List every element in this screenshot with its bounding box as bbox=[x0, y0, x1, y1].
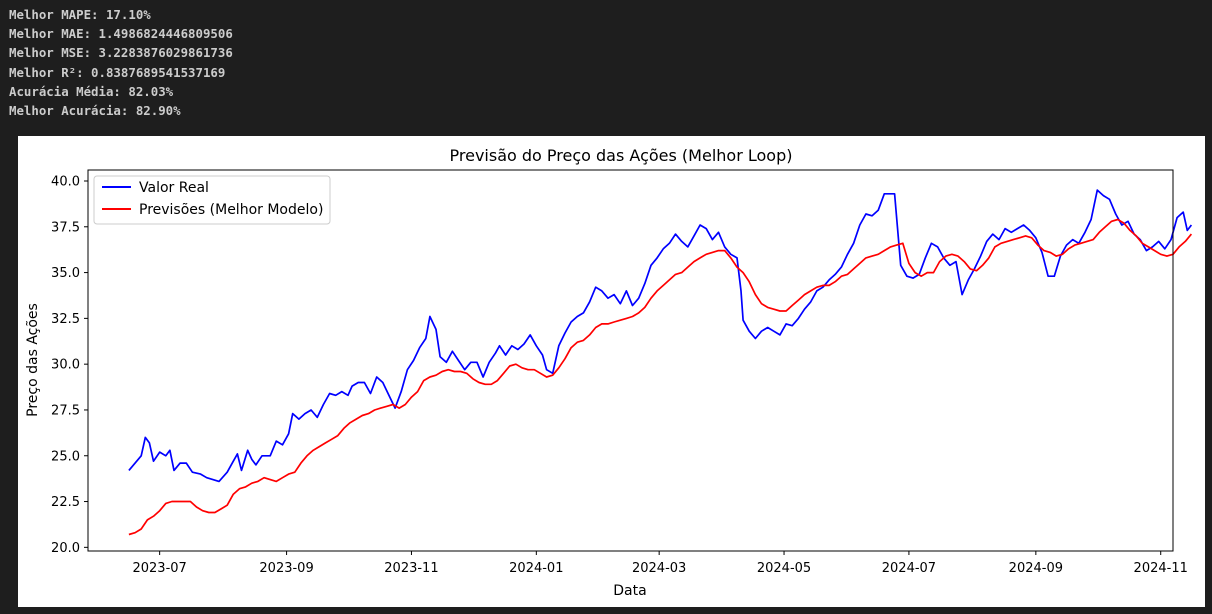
metric-mape: Melhor MAPE: 17.10% bbox=[9, 7, 151, 22]
x-tick-label: 2023-09 bbox=[259, 561, 313, 576]
x-tick-label: 2023-11 bbox=[384, 561, 438, 576]
x-tick-label: 2024-03 bbox=[632, 561, 686, 576]
metric-mae: Melhor MAE: 1.4986824446809506 bbox=[9, 26, 233, 42]
console-output: Melhor MAPE: 17.10% Melhor MAE: 1.498682… bbox=[9, 5, 233, 120]
legend-label-valor-real: Valor Real bbox=[139, 180, 209, 196]
series-line-previsoes bbox=[128, 218, 1193, 536]
series-line-valor-real bbox=[128, 189, 1193, 483]
x-axis-label: Data bbox=[613, 583, 646, 599]
x-tick-label: 2024-09 bbox=[1009, 561, 1063, 576]
series-layer bbox=[128, 189, 1193, 536]
legend-box bbox=[93, 175, 331, 225]
y-tick-label: 35.0 bbox=[51, 266, 80, 281]
legend: Valor Real Previsões (Melhor Modelo) bbox=[93, 175, 331, 225]
y-tick-label: 20.0 bbox=[51, 541, 80, 556]
y-tick-label: 37.5 bbox=[51, 220, 80, 235]
metric-mean-accuracy: Acurácia Média: 82.03% bbox=[9, 83, 174, 99]
x-tick-label: 2024-01 bbox=[509, 561, 563, 576]
plot-frame bbox=[87, 169, 1174, 552]
y-tick-label: 22.5 bbox=[51, 495, 80, 510]
x-tick-label: 2024-11 bbox=[1134, 561, 1188, 576]
chart-figure: Previsão do Preço das Ações (Melhor Loop… bbox=[18, 136, 1205, 607]
metric-mse: Melhor MSE: 3.2283876029861736 bbox=[9, 45, 233, 61]
y-tick-label: 30.0 bbox=[51, 358, 80, 373]
y-axis-label: Preço das Ações bbox=[25, 303, 41, 417]
x-tick-label: 2024-05 bbox=[757, 561, 811, 576]
y-tick-label: 32.5 bbox=[51, 312, 80, 327]
y-axis: 20.0 22.5 25.0 27.5 30.0 32.5 35.0 37.5 40.0 bbox=[51, 174, 88, 556]
chart-title: Previsão do Preço das Ações (Melhor Loop… bbox=[450, 146, 793, 165]
y-tick-label: 25.0 bbox=[51, 449, 80, 464]
x-tick-label: 2024-07 bbox=[882, 561, 936, 576]
chart-svg: Previsão do Preço das Ações (Melhor Loop… bbox=[25, 146, 1193, 599]
x-axis: 2023-07 2023-09 2023-11 2024-01 2024-03 2024-… bbox=[132, 551, 1188, 576]
y-tick-label: 40.0 bbox=[51, 174, 80, 189]
x-tick-label: 2023-07 bbox=[132, 561, 186, 576]
legend-label-previsoes: Previsões (Melhor Modelo) bbox=[139, 202, 323, 218]
metric-best-accuracy: Melhor Acurácia: 82.90% bbox=[9, 103, 181, 119]
y-tick-label: 27.5 bbox=[51, 403, 80, 418]
metric-r2: Melhor R²: 0.8387689541537169 bbox=[9, 64, 226, 80]
